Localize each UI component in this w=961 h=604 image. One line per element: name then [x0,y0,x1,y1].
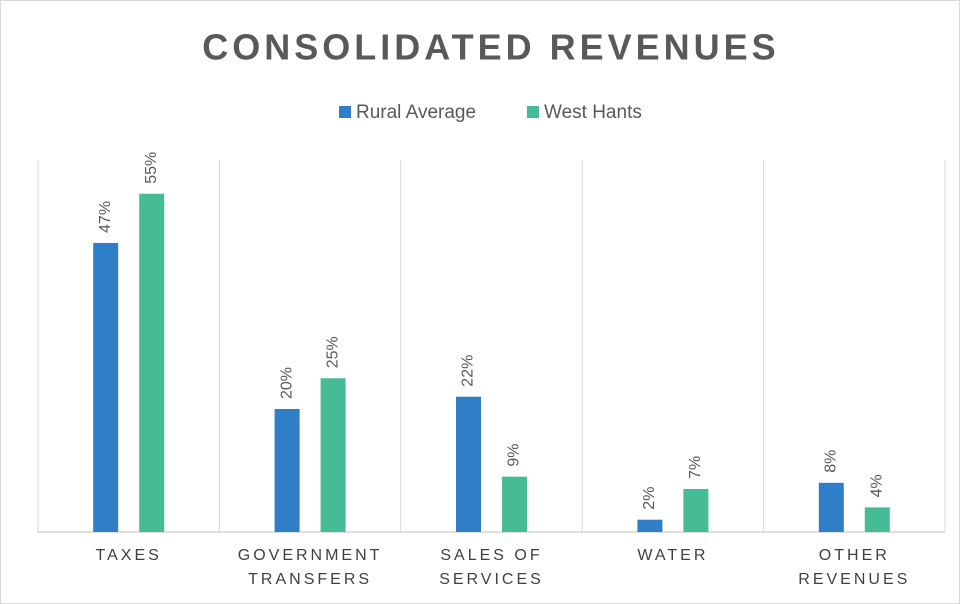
legend-label: West Hants [544,102,642,123]
x-tick-label: SALES OF SERVICES [439,547,544,588]
x-tick-label: OTHER REVENUES [798,547,910,588]
chart-title: CONSOLIDATED REVENUES [202,27,779,68]
bar [864,507,890,532]
data-label: 55% [143,152,160,184]
bar [320,378,346,532]
legend-label: Rural Average [356,102,476,123]
bar [93,242,119,532]
data-label: 2% [641,487,658,510]
bar [502,476,527,532]
bar [818,482,844,532]
legend-swatch [527,106,539,118]
bar [456,396,481,532]
x-tick-label: TAXES [96,547,162,564]
x-tick-label: WATER [637,547,708,564]
data-label: 9% [506,444,523,467]
data-label: 4% [869,474,886,497]
bar [274,409,300,532]
bar [637,519,663,532]
legend-swatch [339,106,351,118]
x-tick-label: GOVERNMENT TRANSFERS [238,547,383,588]
data-label: 25% [324,336,341,368]
bar [683,488,709,532]
data-label: 7% [687,456,704,479]
data-label: 47% [97,201,114,233]
data-label: 22% [460,355,477,387]
data-label: 8% [823,450,840,473]
data-label: 20% [278,367,295,399]
bar [139,193,165,532]
